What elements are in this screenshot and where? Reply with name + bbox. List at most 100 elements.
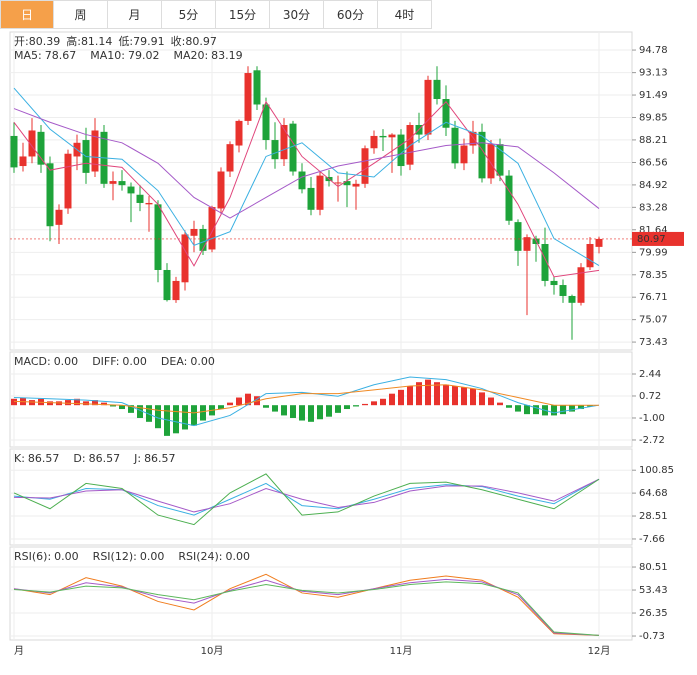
period-tabs: 日周月 5分 15分 30分 60分 4时	[0, 0, 432, 30]
candle-body	[109, 181, 117, 184]
y-tick-label: 73.43	[639, 337, 668, 348]
macd-bar	[335, 405, 341, 413]
legend-label: J:	[133, 452, 141, 465]
y-tick-label: 0.72	[639, 391, 661, 402]
y-tick-label: -0.73	[639, 631, 665, 642]
macd-bar	[245, 393, 251, 406]
macd-bar	[155, 405, 161, 429]
candle-body	[334, 182, 342, 184]
y-tick-label: -2.72	[639, 435, 665, 446]
legend-label: 开:	[14, 35, 29, 48]
y-tick-label: 91.49	[639, 90, 668, 101]
candle-body	[226, 144, 234, 172]
macd-bar	[29, 400, 35, 406]
y-tick-label: 79.99	[639, 247, 668, 258]
legend-value: 79.91	[133, 35, 165, 48]
indicator-line	[13, 87, 600, 267]
macd-bar	[290, 405, 296, 418]
candle-body	[217, 171, 225, 209]
candle-body	[262, 104, 270, 141]
panel-frame	[9, 31, 633, 351]
macd-bar	[92, 400, 98, 406]
macd-bar	[497, 402, 503, 406]
legend-label: DIFF:	[92, 355, 119, 368]
macd-bar	[407, 386, 413, 406]
candle-body	[280, 125, 288, 160]
period-tab[interactable]: 5分	[162, 0, 216, 29]
period-tab[interactable]: 15分	[216, 0, 270, 29]
macd-bar	[560, 405, 566, 415]
candle-body	[298, 171, 306, 190]
macd-bar	[488, 397, 494, 406]
period-tab[interactable]: 月	[108, 0, 162, 29]
macd-bar	[533, 405, 539, 415]
legend-value: 0.00	[190, 355, 215, 368]
macd-bar	[299, 405, 305, 421]
candle-body	[253, 70, 261, 105]
legend-value: 0.00	[122, 355, 147, 368]
period-tab[interactable]: 30分	[270, 0, 324, 29]
period-tab[interactable]: 日	[0, 0, 54, 29]
y-tick-label: 26.35	[639, 608, 668, 619]
candle-body	[91, 130, 99, 172]
indicator-line	[13, 376, 600, 427]
y-tick-label: 83.28	[639, 202, 668, 213]
candle-body	[361, 148, 369, 184]
y-tick-label: 94.78	[639, 45, 668, 56]
legend-label: MACD:	[14, 355, 51, 368]
candle-body	[397, 134, 405, 167]
candle-body	[379, 135, 387, 138]
candle-body	[46, 163, 54, 227]
period-tab[interactable]: 60分	[324, 0, 378, 29]
macd-bar	[164, 405, 170, 436]
candle-body	[496, 144, 504, 176]
macd-bar	[380, 398, 386, 406]
legend-value: 79.02	[128, 49, 160, 62]
macd-bar	[470, 388, 476, 406]
period-tab[interactable]: 周	[54, 0, 108, 29]
x-tick-label: 11月	[390, 645, 413, 657]
macd-bar	[272, 405, 278, 412]
candle-body	[577, 267, 585, 303]
candle-body	[487, 144, 495, 179]
macd-bar	[452, 386, 458, 406]
legend-label: RSI(12):	[93, 550, 137, 563]
last-price-label: 80.97	[637, 234, 666, 245]
y-tick-label: 80.51	[639, 562, 668, 573]
macd-bar	[47, 401, 53, 406]
macd-bar	[227, 402, 233, 406]
y-tick-label: 81.64	[639, 225, 668, 236]
y-tick-label: 78.35	[639, 270, 668, 281]
macd-bar	[398, 389, 404, 406]
indicator-line	[13, 478, 600, 513]
legend-label: RSI(6):	[14, 550, 51, 563]
macd-bar	[236, 397, 242, 406]
macd-bar	[200, 405, 206, 421]
period-tab[interactable]: 4时	[378, 0, 432, 29]
macd-bar	[146, 405, 152, 422]
macd-bar	[371, 401, 377, 406]
candle-body	[55, 209, 63, 225]
last-price-tag	[632, 231, 684, 246]
macd-bar	[425, 379, 431, 406]
candle-body	[118, 181, 126, 186]
macd-bar	[110, 405, 116, 407]
macd-bar	[128, 405, 134, 413]
y-tick-label: 86.56	[639, 157, 668, 168]
indicator-line	[13, 581, 600, 636]
candle-body	[370, 135, 378, 149]
macd-bar	[578, 405, 584, 410]
macd-bar	[362, 403, 368, 406]
y-tick-label: 75.07	[639, 315, 668, 326]
legend-label: 高:	[66, 34, 81, 48]
legend-label: K:	[14, 452, 25, 465]
y-tick-label: -7.66	[639, 534, 665, 545]
candle-body	[433, 79, 441, 100]
candle-body	[19, 156, 27, 167]
candle-body	[154, 204, 162, 270]
candle-body	[550, 280, 558, 286]
macd-bar	[173, 405, 179, 434]
legend-value: 86.57	[144, 452, 176, 465]
candle-body	[37, 131, 45, 165]
macd-bar	[344, 405, 350, 410]
